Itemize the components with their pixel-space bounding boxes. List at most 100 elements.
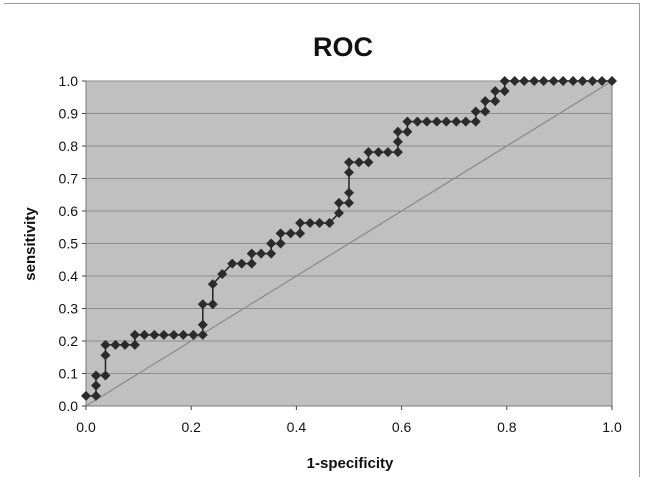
roc-point (412, 116, 423, 127)
roc-point (295, 218, 306, 229)
roc-point (168, 329, 179, 340)
roc-point (275, 228, 286, 239)
roc-point (246, 248, 257, 259)
roc-point (373, 147, 384, 158)
roc-point (100, 370, 111, 381)
x-tick-label: 0.6 (392, 419, 412, 435)
roc-point (480, 106, 491, 117)
roc-point (344, 197, 354, 208)
roc-point (363, 147, 374, 158)
roc-point (597, 76, 608, 86)
roc-point (110, 339, 121, 350)
roc-point (139, 329, 150, 340)
y-tick-label: 1.0 (59, 73, 79, 89)
roc-point (344, 157, 354, 168)
roc-point (246, 258, 257, 269)
roc-point (197, 299, 208, 310)
roc-point (129, 329, 140, 340)
chart-frame: ROC 0.0 0.2 0.4 0.6 0.8 1.0 0.0 0.1 0.2 0.3 0.4 0.… (4, 3, 640, 477)
x-tick-labels: 0.0 0.2 0.4 0.6 0.8 1.0 (76, 406, 622, 435)
y-tick-label: 0.0 (59, 398, 79, 414)
roc-point (324, 218, 335, 229)
roc-point (480, 96, 491, 107)
roc-markers (81, 76, 617, 401)
roc-point (460, 116, 471, 127)
y-axis-title: sensitivity (22, 207, 39, 281)
chart-title: ROC (313, 32, 373, 62)
roc-point (256, 248, 267, 259)
roc-point (344, 167, 354, 178)
roc-point (217, 269, 228, 280)
roc-point (577, 76, 588, 86)
roc-point (197, 329, 208, 340)
roc-point (470, 116, 481, 127)
roc-point (519, 76, 530, 86)
roc-point (392, 126, 403, 137)
roc-point (158, 329, 169, 340)
roc-point (100, 339, 111, 350)
roc-point (178, 329, 189, 340)
roc-point (421, 116, 432, 127)
diagonal-line (85, 80, 613, 407)
roc-point (548, 76, 559, 86)
x-tick-label: 1.0 (602, 419, 622, 435)
roc-point (402, 126, 413, 137)
roc-point (90, 370, 101, 381)
roc-point (266, 248, 277, 259)
roc-point (607, 76, 617, 86)
roc-point (363, 157, 374, 168)
roc-point (100, 350, 111, 361)
roc-point (431, 116, 442, 127)
roc-point (275, 238, 286, 249)
roc-chart: ROC 0.0 0.2 0.4 0.6 0.8 1.0 0.0 0.1 0.2 0.3 0.4 0.… (22, 32, 622, 472)
roc-point (392, 147, 403, 158)
roc-point (197, 319, 208, 330)
y-tick-label: 0.7 (59, 171, 79, 187)
x-tick-label: 0.8 (497, 419, 517, 435)
diagonal-reference (85, 80, 613, 407)
roc-point (441, 116, 452, 127)
roc-point (382, 147, 393, 158)
roc-point (314, 218, 325, 229)
roc-point (334, 197, 345, 208)
roc-point (344, 187, 354, 198)
roc-point (451, 116, 462, 127)
roc-point (392, 136, 403, 147)
roc-point (499, 86, 510, 97)
roc-point (227, 258, 238, 269)
roc-point (568, 76, 579, 86)
roc-point (509, 76, 520, 86)
roc-point (538, 76, 549, 86)
roc-point (285, 228, 296, 239)
roc-point (90, 380, 101, 391)
roc-point (207, 279, 218, 290)
roc-point (529, 76, 540, 86)
x-tick-label: 0.4 (287, 419, 307, 435)
roc-point (353, 157, 364, 168)
roc-point (334, 207, 345, 218)
roc-point (149, 329, 160, 340)
y-tick-label: 0.3 (59, 301, 79, 317)
roc-point (402, 116, 413, 127)
y-tick-label: 0.5 (59, 236, 79, 252)
x-tick-label: 0.0 (76, 419, 96, 435)
roc-point (236, 258, 247, 269)
roc-point (266, 238, 277, 249)
y-tick-label: 0.9 (59, 106, 79, 122)
roc-point (587, 76, 598, 86)
roc-point (129, 339, 140, 350)
y-tick-label: 0.1 (59, 366, 79, 382)
x-axis-title: 1-specificity (307, 455, 394, 472)
y-tick-labels: 0.0 0.1 0.2 0.3 0.4 0.5 0.6 0.7 0.8 0.9 1.0 (59, 73, 86, 414)
roc-point (81, 390, 91, 401)
roc-point (470, 106, 481, 117)
y-tick-label: 0.6 (59, 203, 79, 219)
roc-point (490, 96, 501, 107)
y-tick-label: 0.4 (59, 268, 79, 284)
y-tick-label: 0.8 (59, 138, 79, 154)
roc-point (499, 76, 510, 86)
x-tick-label: 0.2 (181, 419, 201, 435)
roc-point (295, 228, 306, 239)
roc-point (558, 76, 569, 86)
roc-point (305, 218, 316, 229)
